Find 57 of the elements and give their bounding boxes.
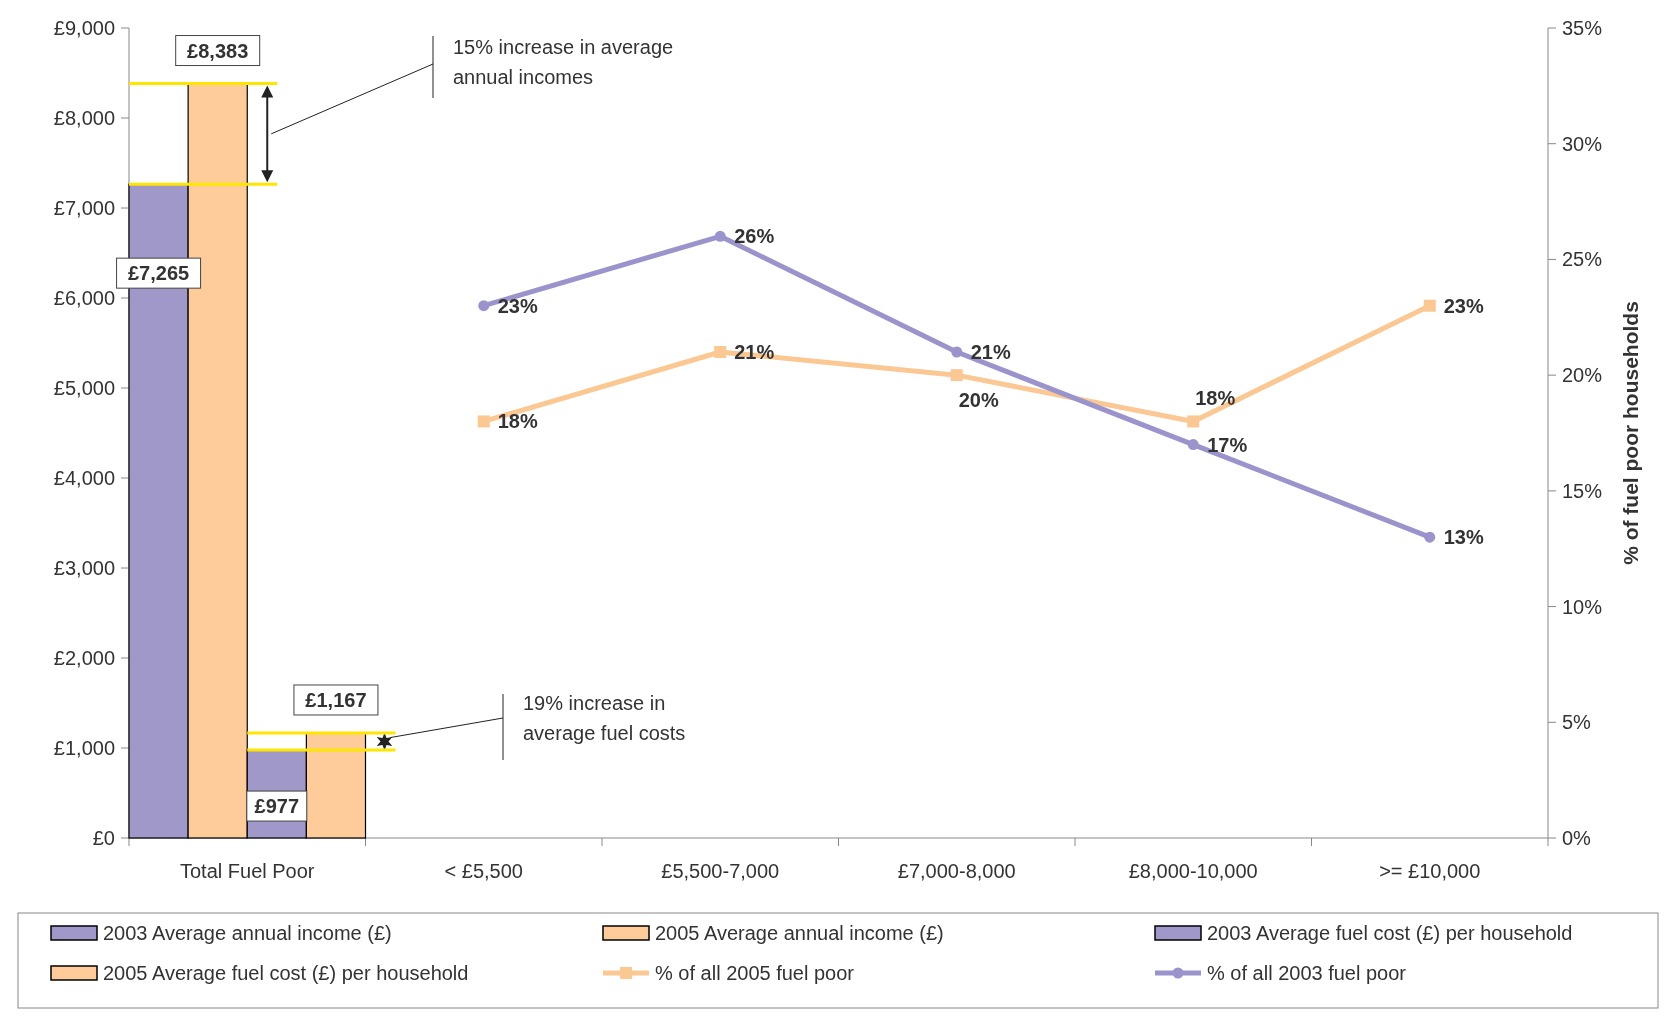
data-label: 21%: [734, 341, 775, 363]
y2-tick-label: 5%: [1562, 711, 1592, 734]
legend-label: 2005 Average annual income (£): [655, 922, 944, 944]
y2-tick-label: 25%: [1562, 248, 1603, 271]
legend-label: 2005 Average fuel cost (£) per household: [103, 962, 469, 984]
y2-tick-label: 35%: [1562, 17, 1603, 39]
legend-label: 2003 Average fuel cost (£) per household: [1207, 922, 1573, 944]
y-tick-label: £6,000: [53, 287, 115, 309]
point: [951, 346, 963, 358]
data-label: 17%: [1207, 433, 1248, 456]
legend-label: 2003 Average annual income (£): [103, 922, 392, 944]
point: [1424, 531, 1436, 543]
point: [714, 346, 727, 358]
point: [477, 415, 490, 428]
data-label: £7,265: [127, 262, 190, 285]
data-label: £8,383: [187, 39, 249, 62]
x-tick-label: Total Fuel Poor: [179, 860, 315, 882]
point: [1187, 439, 1199, 451]
y-tick-label: £1,000: [53, 737, 115, 759]
point: [950, 369, 963, 382]
data-label: 18%: [497, 410, 538, 433]
data-label: 23%: [497, 294, 538, 317]
x-tick-label: £7,000-8,000: [897, 860, 1016, 882]
y2-tick-label: 30%: [1562, 132, 1603, 155]
y2-tick-label: 0%: [1562, 827, 1592, 849]
x-tick-label: >= £10,000: [1379, 860, 1481, 882]
data-label: £1,167: [305, 688, 367, 711]
point: [714, 230, 726, 242]
y-tick-label: £0: [92, 827, 115, 849]
x-tick-label: £5,500-7,000: [661, 860, 780, 882]
y-tick-label: £9,000: [53, 17, 115, 39]
y2-axis-title: % of fuel poor households: [1619, 301, 1642, 565]
y-tick-label: £7,000: [53, 197, 115, 219]
data-label: 18%: [1195, 387, 1236, 410]
data-label: 20%: [958, 389, 999, 412]
y2-tick-label: 10%: [1562, 595, 1603, 618]
y-tick-label: £4,000: [53, 467, 115, 489]
data-label: 21%: [970, 341, 1011, 363]
data-label: 23%: [1443, 294, 1484, 317]
y2-tick-label: 20%: [1562, 364, 1603, 387]
data-label: £977: [254, 795, 300, 818]
point: [478, 300, 490, 312]
y2-tick-label: 15%: [1562, 479, 1603, 502]
point: [1423, 299, 1436, 312]
y-tick-label: £8,000: [53, 107, 115, 129]
annotation: 15% increase in average annual incomes: [453, 36, 674, 88]
y-tick-label: £5,000: [53, 377, 115, 399]
legend-label: % of all 2005 fuel poor: [655, 962, 855, 984]
x-tick-label: < £5,500: [444, 860, 523, 882]
x-tick-label: £8,000-10,000: [1128, 860, 1258, 882]
y-tick-label: £3,000: [53, 557, 115, 579]
y-tick-label: £2,000: [53, 647, 115, 669]
legend-label: % of all 2003 fuel poor: [1207, 962, 1407, 984]
data-label: 26%: [734, 225, 775, 248]
annotation: 19% increase in average fuel costs: [523, 692, 686, 744]
data-label: 13%: [1443, 526, 1484, 549]
point: [1187, 415, 1200, 428]
